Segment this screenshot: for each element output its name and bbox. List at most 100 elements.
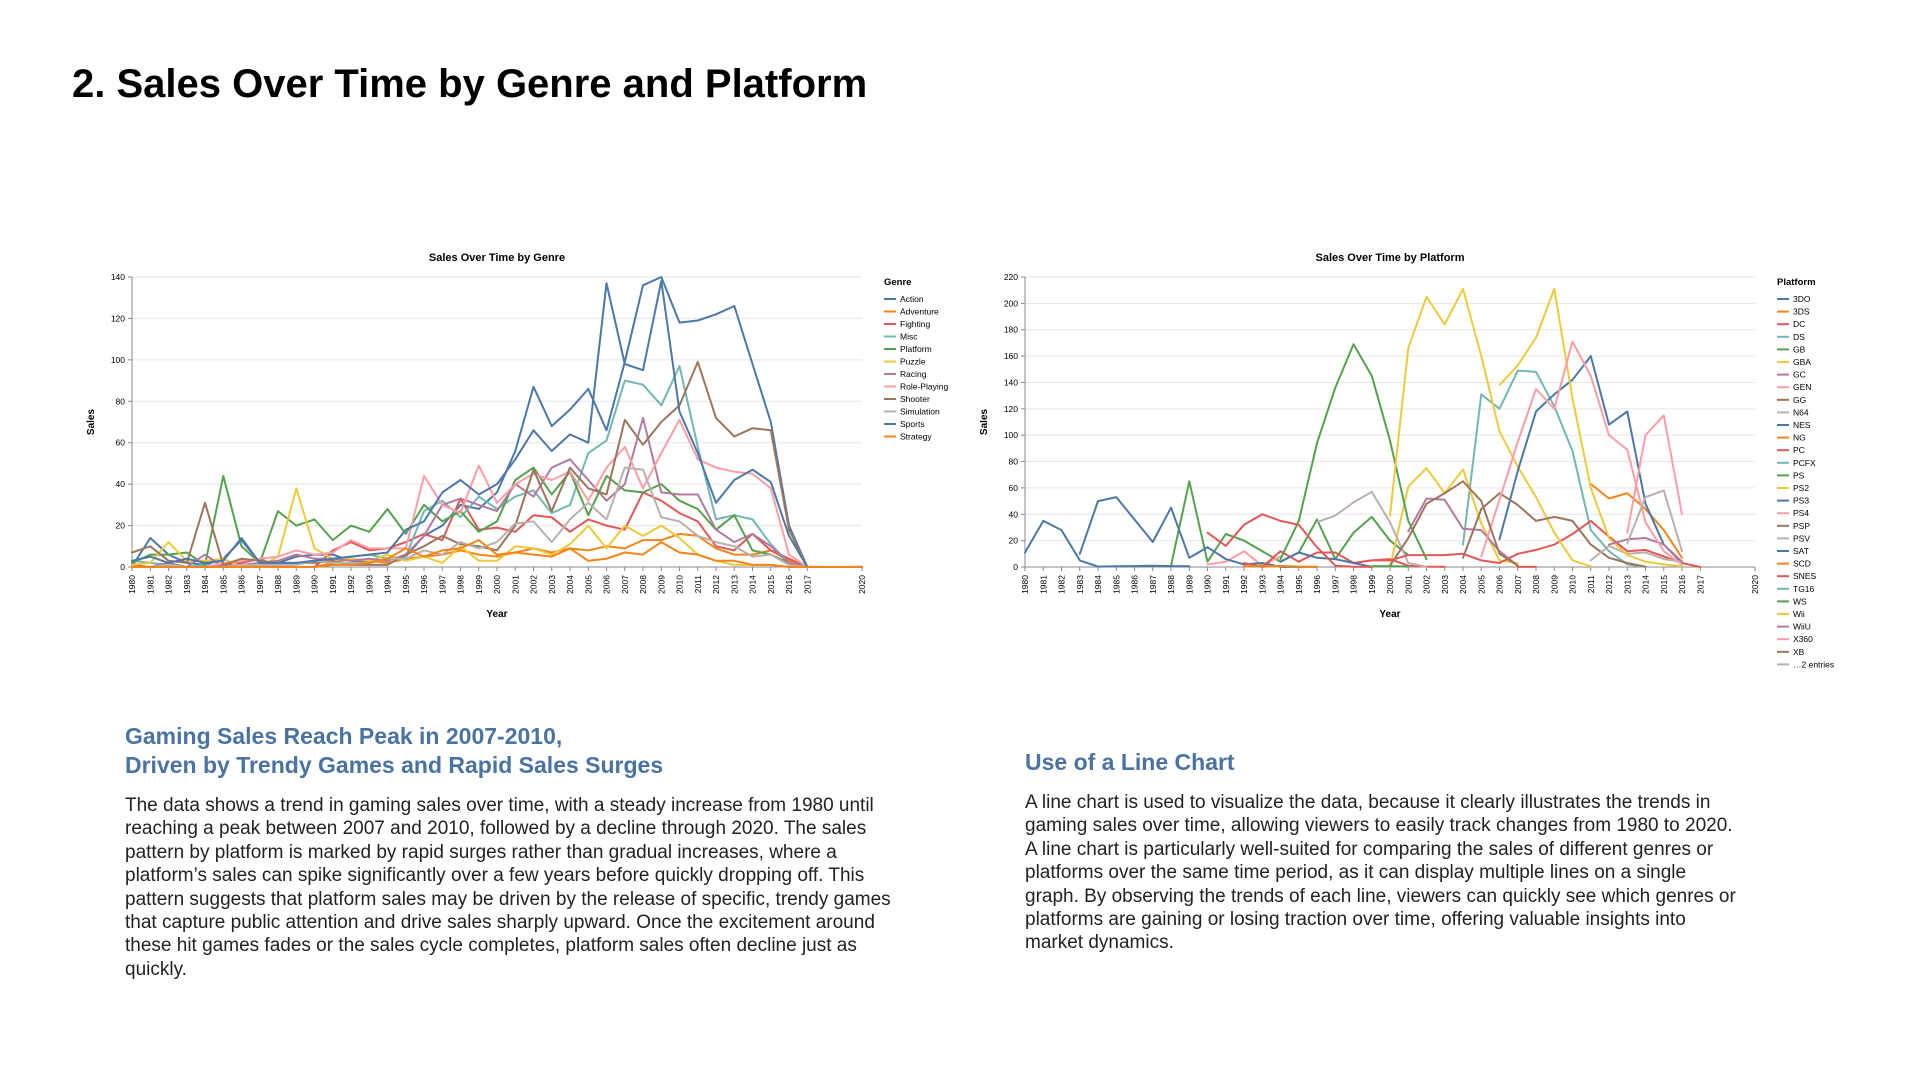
genre-sales-chart: Sales Over Time by Genre 0 20 40 60 80 100 120 1… xyxy=(86,252,948,620)
platform-legend-label: Wii xyxy=(1793,609,1805,619)
insight-heading-line-2: Driven by Trendy Games and Rapid Sales S… xyxy=(125,752,664,778)
platform-x-tick-label: 1992 xyxy=(1239,575,1249,594)
platform-series-pc-line xyxy=(1243,519,1702,568)
platform-series-ds-line xyxy=(1462,369,1647,568)
platform-legend-label: PS2 xyxy=(1793,483,1809,493)
platform-x-tick-label: 2017 xyxy=(1695,575,1705,594)
platform-y-tick-label: 100 xyxy=(1004,430,1018,440)
genre-x-tick-label: 2000 xyxy=(492,575,502,594)
platform-legend-label: XB xyxy=(1793,647,1805,657)
platform-sales-chart: Sales Over Time by Platform 0 20 40 60 80 100 1… xyxy=(980,252,1834,669)
insight-heading-line-1: Gaming Sales Reach Peak in 2007-2010, xyxy=(125,723,563,749)
platform-x-tick-label: 1983 xyxy=(1075,575,1085,594)
platform-x-tick-label: 2012 xyxy=(1604,575,1614,594)
platform-legend-label: PC xyxy=(1793,445,1805,455)
genre-x-tick-label: 1982 xyxy=(164,575,174,594)
platform-y-tick-label: 60 xyxy=(1009,483,1019,493)
platform-x-tick-label: 2001 xyxy=(1403,575,1413,594)
genre-legend-label: Sports xyxy=(900,419,925,429)
genre-y-tick-label: 80 xyxy=(116,396,126,406)
platform-x-tick-label: 2010 xyxy=(1568,575,1578,594)
platform-y-tick-label: 220 xyxy=(1004,272,1018,282)
insight-text-block: Gaming Sales Reach Peak in 2007-2010, Dr… xyxy=(125,722,895,981)
genre-y-tick-label: 40 xyxy=(116,479,126,489)
platform-y-tick-label: 120 xyxy=(1004,404,1018,414)
platform-legend-label: GBA xyxy=(1793,357,1811,367)
platform-x-tick-label: 1989 xyxy=(1184,575,1194,594)
platform-legend-label: DS xyxy=(1793,332,1805,342)
platform-legend-label: PCFX xyxy=(1793,458,1816,468)
genre-y-axis-label: Sales xyxy=(86,408,97,435)
platform-y-tick-label: 160 xyxy=(1004,351,1018,361)
genre-legend-label: Action xyxy=(900,294,924,304)
platform-series-n64-line xyxy=(1316,490,1428,568)
platform-legend-label: N64 xyxy=(1793,407,1809,417)
platform-x-tick-label: 2016 xyxy=(1677,575,1687,594)
platform-x-tick-label: 2002 xyxy=(1422,575,1432,594)
platform-x-tick-label: 2008 xyxy=(1531,575,1541,594)
genre-x-tick-label: 1996 xyxy=(419,575,429,594)
genre-y-tick-label: 120 xyxy=(111,313,125,323)
platform-x-tick-label: 1985 xyxy=(1111,575,1121,594)
genre-series-action-line xyxy=(131,276,863,568)
platform-legend-label: GEN xyxy=(1793,382,1811,392)
insight-heading: Gaming Sales Reach Peak in 2007-2010, Dr… xyxy=(125,722,895,780)
genre-x-tick-label: 1984 xyxy=(200,575,210,594)
genre-x-tick-label: 1991 xyxy=(328,575,338,594)
platform-series-wiiu-line xyxy=(1608,537,1683,563)
genre-x-tick-label: 2011 xyxy=(693,575,703,594)
genre-x-tick-label: 2020 xyxy=(857,575,867,594)
genre-x-tick-label: 2001 xyxy=(510,575,520,594)
genre-x-tick-label: 1994 xyxy=(383,575,393,594)
genre-x-tick-label: 2002 xyxy=(529,575,539,594)
genre-legend-label: Adventure xyxy=(900,307,939,317)
genre-y-tick-label: 0 xyxy=(120,562,125,572)
platform-x-tick-label: 2015 xyxy=(1659,575,1669,594)
platform-legend-label: PS xyxy=(1793,470,1805,480)
platform-x-tick-label: 1994 xyxy=(1276,575,1286,594)
genre-series-sports-line xyxy=(131,280,863,568)
platform-x-tick-label: 1986 xyxy=(1130,575,1140,594)
genre-x-tick-label: 2016 xyxy=(784,575,794,594)
genre-legend-label: Fighting xyxy=(900,319,931,329)
platform-x-tick-label: 1980 xyxy=(1020,575,1030,594)
platform-legend-label: GB xyxy=(1793,344,1806,354)
platform-x-tick-label: 1982 xyxy=(1057,575,1067,594)
platform-x-tick-label: 2005 xyxy=(1476,575,1486,594)
genre-y-tick-label: 100 xyxy=(111,355,125,365)
genre-legend-label: Misc xyxy=(900,332,918,342)
insight-body: The data shows a trend in gaming sales o… xyxy=(125,795,891,980)
platform-legend-label: DC xyxy=(1793,319,1805,329)
platform-y-tick-label: 0 xyxy=(1013,562,1018,572)
genre-y-tick-label: 20 xyxy=(116,521,126,531)
platform-y-tick-label: 40 xyxy=(1009,509,1019,519)
platform-legend-label: WiiU xyxy=(1793,622,1811,632)
platform-series-x360-line xyxy=(1480,340,1683,566)
platform-legend-label: SAT xyxy=(1793,546,1809,556)
platform-series-psv-line xyxy=(1589,544,1683,563)
platform-series-xb-line xyxy=(1389,480,1519,567)
platform-x-tick-label: 1999 xyxy=(1367,575,1377,594)
genre-x-tick-label: 1983 xyxy=(182,575,192,594)
genre-x-tick-label: 1981 xyxy=(145,575,155,594)
genre-x-tick-label: 1995 xyxy=(401,575,411,594)
genre-legend-label: Platform xyxy=(900,344,932,354)
genre-x-tick-label: 2014 xyxy=(748,575,758,594)
platform-series-ps2-line xyxy=(1389,287,1592,568)
genre-x-tick-label: 1999 xyxy=(474,575,484,594)
platform-x-tick-label: 2013 xyxy=(1622,575,1632,594)
genre-legend-label: Racing xyxy=(900,369,927,379)
genre-x-tick-label: 2009 xyxy=(656,575,666,594)
platform-series-sat-line xyxy=(1279,551,1373,568)
platform-x-tick-label: 1996 xyxy=(1312,575,1322,594)
platform-legend-label: SNES xyxy=(1793,571,1816,581)
platform-y-tick-label: 180 xyxy=(1004,325,1018,335)
genre-series-strategy-line xyxy=(131,539,863,568)
platform-x-tick-label: 2011 xyxy=(1586,575,1596,594)
platform-legend-label: PS3 xyxy=(1793,496,1809,506)
genre-x-tick-label: 1985 xyxy=(218,575,228,594)
genre-legend-label: Puzzle xyxy=(900,357,926,367)
platform-x-tick-label: 2006 xyxy=(1495,575,1505,594)
platform-y-tick-label: 140 xyxy=(1004,377,1018,387)
genre-legend-title: Genre xyxy=(884,277,911,288)
